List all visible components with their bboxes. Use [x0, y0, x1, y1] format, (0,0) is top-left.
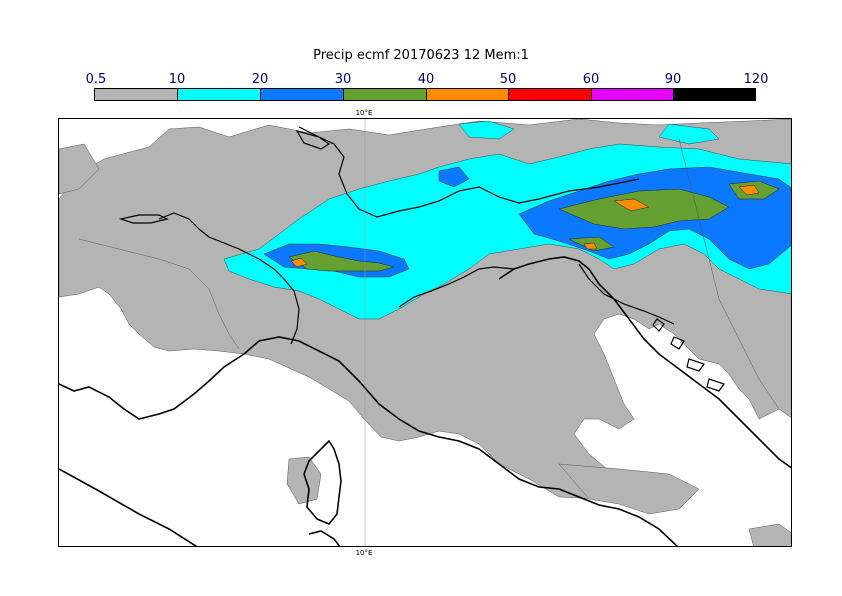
longitude-label-top: 10°E [355, 109, 373, 117]
longitude-label-bottom: 10°E [355, 549, 373, 557]
precip-area-20 [438, 166, 470, 188]
corsica-outline [303, 439, 342, 525]
legend-label-1: 10 [168, 72, 186, 87]
precip-area-0.5 [59, 143, 100, 195]
coastline [59, 336, 679, 546]
legend-colorbar [94, 88, 756, 102]
legend-label-3: 30 [334, 72, 352, 87]
precip-area-40 [290, 257, 308, 268]
country-border [578, 263, 675, 325]
country-border [398, 266, 515, 308]
legend-label-2: 20 [251, 72, 269, 87]
precipitation-map [58, 118, 792, 547]
legend-swatch-2 [260, 88, 344, 101]
precip-area-0.5 [286, 456, 322, 505]
legend-swatch-3 [343, 88, 427, 101]
precip-area-10 [458, 120, 515, 140]
precip-area-10 [658, 123, 720, 145]
coastline [59, 468, 198, 546]
legend-label-0: 0.5 [85, 72, 107, 87]
legend-swatch-6 [591, 88, 674, 101]
lake [118, 214, 169, 224]
legend-label-4: 40 [417, 72, 435, 87]
country-border [158, 212, 300, 345]
legend-label-6: 60 [582, 72, 600, 87]
coastline [498, 256, 791, 469]
precip-area-30 [558, 188, 730, 230]
precip-area-0.5 [558, 463, 700, 515]
admin-border [78, 238, 240, 350]
precip-area-30 [288, 250, 395, 272]
sardinia-outline [308, 530, 341, 546]
legend-label-5: 50 [499, 72, 517, 87]
admin-border [678, 138, 780, 410]
map-svg [59, 119, 791, 546]
legend-label-7: 90 [664, 72, 682, 87]
island [652, 318, 665, 332]
legend-swatch-7 [673, 88, 756, 101]
precip-area-40 [613, 198, 650, 212]
country-border [298, 126, 640, 218]
island [670, 336, 685, 350]
legend-label-8: 120 [743, 72, 769, 87]
legend-swatch-4 [426, 88, 509, 101]
map-title: Precip ecmf 20170623 12 Mem:1 [313, 48, 529, 63]
legend-swatch-5 [508, 88, 592, 101]
precip-area-0.5 [748, 523, 791, 546]
precip-area-40 [738, 184, 760, 196]
island [686, 358, 705, 372]
precip-area-40 [583, 242, 598, 250]
lake [295, 130, 331, 150]
island [706, 378, 725, 392]
legend-swatch-1 [177, 88, 261, 101]
legend-swatch-0 [94, 88, 178, 101]
